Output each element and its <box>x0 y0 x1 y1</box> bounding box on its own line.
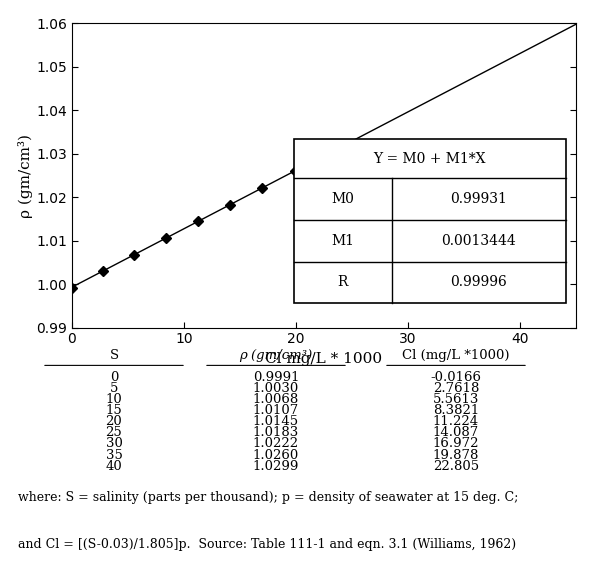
Text: and Cl = [(S-0.03)/1.805]p.  Source: Table 111-1 and eqn. 3.1 (Williams, 1962): and Cl = [(S-0.03)/1.805]p. Source: Tabl… <box>18 538 516 551</box>
Text: 1.0068: 1.0068 <box>253 393 299 406</box>
Text: 1.0183: 1.0183 <box>253 426 299 439</box>
Text: Cl (mg/L *1000): Cl (mg/L *1000) <box>402 349 510 362</box>
Text: 1.0030: 1.0030 <box>253 381 299 395</box>
Text: 14.087: 14.087 <box>433 426 479 439</box>
FancyBboxPatch shape <box>294 139 566 303</box>
Text: -0.0166: -0.0166 <box>431 370 482 384</box>
Text: 11.224: 11.224 <box>433 415 479 428</box>
Text: M1: M1 <box>331 234 354 248</box>
Text: 16.972: 16.972 <box>433 438 479 450</box>
Text: 10: 10 <box>106 393 122 406</box>
Text: 15: 15 <box>106 404 122 417</box>
Text: 40: 40 <box>106 460 122 473</box>
Text: 1.0107: 1.0107 <box>253 404 299 417</box>
Text: 30: 30 <box>106 438 122 450</box>
Text: 0.9991: 0.9991 <box>253 370 299 384</box>
Text: 1.0260: 1.0260 <box>253 449 299 462</box>
Text: S: S <box>109 349 119 362</box>
Text: 1.0145: 1.0145 <box>253 415 299 428</box>
Text: 0: 0 <box>110 370 118 384</box>
Text: 5: 5 <box>110 381 118 395</box>
Text: Y = M0 + M1*X: Y = M0 + M1*X <box>374 152 486 166</box>
Text: ρ (gm/cm³): ρ (gm/cm³) <box>239 349 313 362</box>
Text: R: R <box>338 276 348 290</box>
Text: 20: 20 <box>106 415 122 428</box>
Y-axis label: ρ (gm/cm³): ρ (gm/cm³) <box>19 133 34 218</box>
Text: 0.0013444: 0.0013444 <box>442 234 516 248</box>
Text: 2.7618: 2.7618 <box>433 381 479 395</box>
Text: 1.0222: 1.0222 <box>253 438 299 450</box>
Text: 25: 25 <box>106 426 122 439</box>
Text: 0.99996: 0.99996 <box>451 276 507 290</box>
Text: 22.805: 22.805 <box>433 460 479 473</box>
X-axis label: Cl mg/L * 1000: Cl mg/L * 1000 <box>265 352 383 366</box>
Text: 8.3821: 8.3821 <box>433 404 479 417</box>
Text: 35: 35 <box>106 449 122 462</box>
Text: where: S = salinity (parts per thousand); p = density of seawater at 15 deg. C;: where: S = salinity (parts per thousand)… <box>18 490 518 504</box>
Text: 1.0299: 1.0299 <box>253 460 299 473</box>
Text: 5.5613: 5.5613 <box>433 393 479 406</box>
Text: M0: M0 <box>331 192 354 207</box>
Text: 19.878: 19.878 <box>433 449 479 462</box>
Text: 0.99931: 0.99931 <box>451 192 507 207</box>
